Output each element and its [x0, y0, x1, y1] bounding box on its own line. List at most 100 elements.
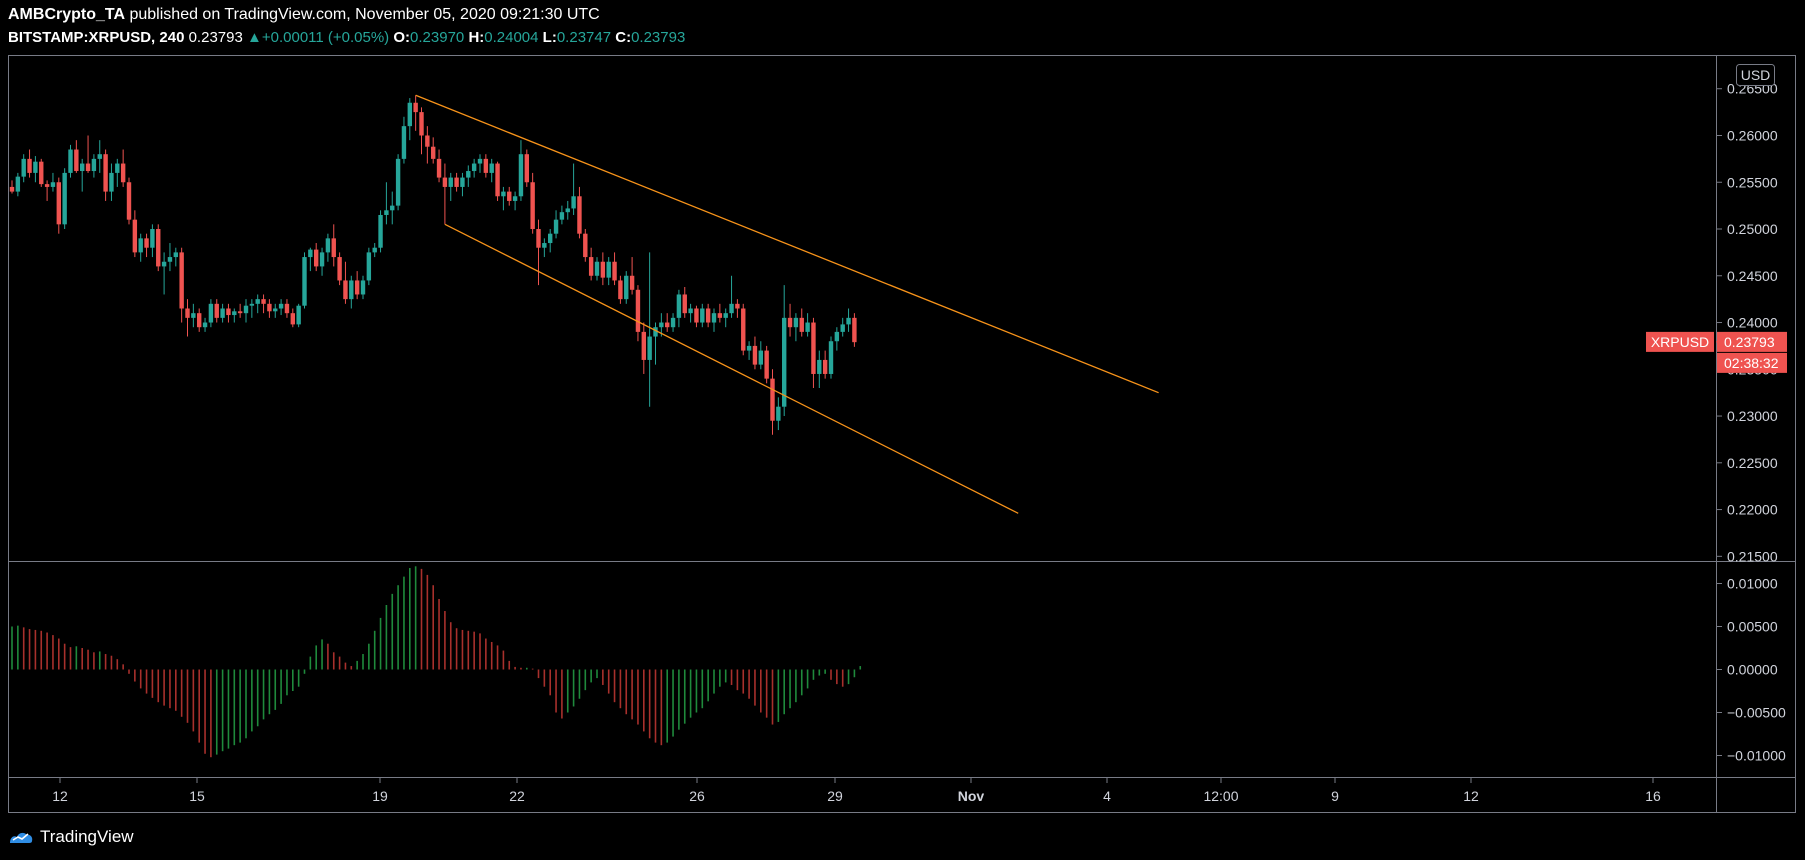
- price-tick-label: 0.24000: [1727, 315, 1778, 331]
- candle: [366, 247, 372, 286]
- candle: [682, 286, 687, 318]
- lower-support-trendline: [444, 223, 1019, 514]
- candle-body: [50, 182, 56, 187]
- candle-body: [612, 261, 617, 281]
- candle-body: [308, 249, 313, 258]
- time-tick-label: 19: [372, 788, 388, 804]
- currency-badge-box: [1736, 64, 1775, 86]
- candle-body: [27, 158, 32, 173]
- candle-body: [483, 158, 489, 173]
- candle: [653, 322, 658, 365]
- price-tick-label: 0.21500: [1727, 548, 1778, 564]
- candle-body: [782, 317, 787, 407]
- candle: [126, 177, 132, 225]
- candle-body: [156, 229, 161, 267]
- candle: [33, 156, 38, 183]
- low-label: L:: [542, 29, 557, 46]
- candle: [501, 186, 506, 211]
- candle-body: [85, 163, 91, 172]
- candle-body: [577, 196, 582, 234]
- candle-body: [290, 313, 295, 325]
- candle-body: [548, 233, 553, 244]
- candle-body: [115, 163, 120, 173]
- indicator-axis[interactable]: 0.01000 0.00500 0.00000 −0.00500 −0.01000: [1716, 576, 1786, 764]
- candle: [507, 186, 512, 206]
- indicator-tick-label: 0.00000: [1727, 662, 1778, 678]
- candle: [723, 308, 728, 328]
- candle-body: [419, 112, 424, 136]
- candle-body: [588, 257, 594, 276]
- candle: [495, 161, 500, 201]
- open-label: O:: [393, 29, 411, 46]
- tradingview-footer[interactable]: TradingView: [8, 826, 134, 848]
- candle: [530, 172, 535, 234]
- candle-body: [741, 308, 746, 351]
- candle: [828, 336, 834, 379]
- price-axis[interactable]: 0.265000.260000.255000.250000.245000.240…: [1716, 81, 1778, 565]
- candle-body: [565, 208, 570, 213]
- symbol-tag-box: [1646, 331, 1714, 352]
- candle-body: [594, 261, 600, 276]
- candle-body: [15, 176, 21, 192]
- currency-badge[interactable]: USD: [1736, 64, 1775, 86]
- candle: [752, 336, 758, 370]
- candle: [9, 180, 15, 194]
- candle: [542, 238, 547, 258]
- candle: [618, 275, 623, 304]
- candle-body: [395, 158, 401, 206]
- candle-body: [384, 210, 389, 215]
- candle: [419, 107, 424, 155]
- candle: [741, 303, 746, 356]
- candle-body: [507, 191, 512, 201]
- candle: [694, 305, 699, 328]
- candle-body: [489, 163, 494, 173]
- candle-body: [518, 154, 524, 197]
- candle-body: [606, 261, 611, 278]
- price-tick-label: 0.25000: [1727, 221, 1778, 237]
- candle-body: [261, 299, 266, 304]
- candle-body: [191, 313, 196, 318]
- candle: [138, 233, 143, 262]
- candle: [782, 285, 787, 417]
- candle-body: [319, 252, 325, 267]
- candle: [360, 275, 366, 300]
- candle-body: [817, 359, 822, 374]
- candle: [372, 243, 377, 258]
- candle-body: [471, 163, 477, 172]
- time-axis[interactable]: 12 15 19 22 26 29 Nov 4 12:00 9 12 16: [52, 778, 1661, 804]
- candle: [337, 252, 342, 286]
- candle: [331, 224, 336, 267]
- last-price: 0.23793: [188, 29, 243, 46]
- price-tick-label: 0.24500: [1727, 268, 1778, 284]
- candle-body: [653, 327, 658, 337]
- candle: [267, 299, 272, 318]
- candle: [799, 308, 804, 337]
- candle-body: [68, 149, 73, 173]
- up-arrow-icon: ▲: [247, 29, 262, 46]
- candle-body: [267, 303, 272, 312]
- trendline-group[interactable]: [415, 94, 1159, 514]
- candle: [746, 341, 752, 360]
- candle: [770, 369, 775, 435]
- candle-body: [746, 345, 752, 351]
- candle: [454, 172, 459, 192]
- candle: [314, 243, 319, 272]
- symbol-name: BITSTAMP:XRPUSD, 240: [8, 29, 185, 46]
- candle-body: [583, 233, 588, 258]
- candle-body: [132, 219, 138, 253]
- candle: [343, 261, 348, 304]
- candle: [700, 303, 705, 328]
- candle-body: [62, 172, 67, 225]
- candle: [588, 247, 594, 281]
- candle: [413, 95, 418, 131]
- countdown-box: [1717, 352, 1787, 373]
- candle: [74, 140, 79, 173]
- candle-body: [80, 163, 85, 172]
- high-label: H:: [468, 29, 485, 46]
- candle: [208, 299, 214, 328]
- author-name[interactable]: AMBCrypto_TA: [8, 6, 126, 23]
- candle-body: [401, 126, 407, 159]
- candle-body: [834, 331, 840, 342]
- candle-body: [828, 341, 834, 374]
